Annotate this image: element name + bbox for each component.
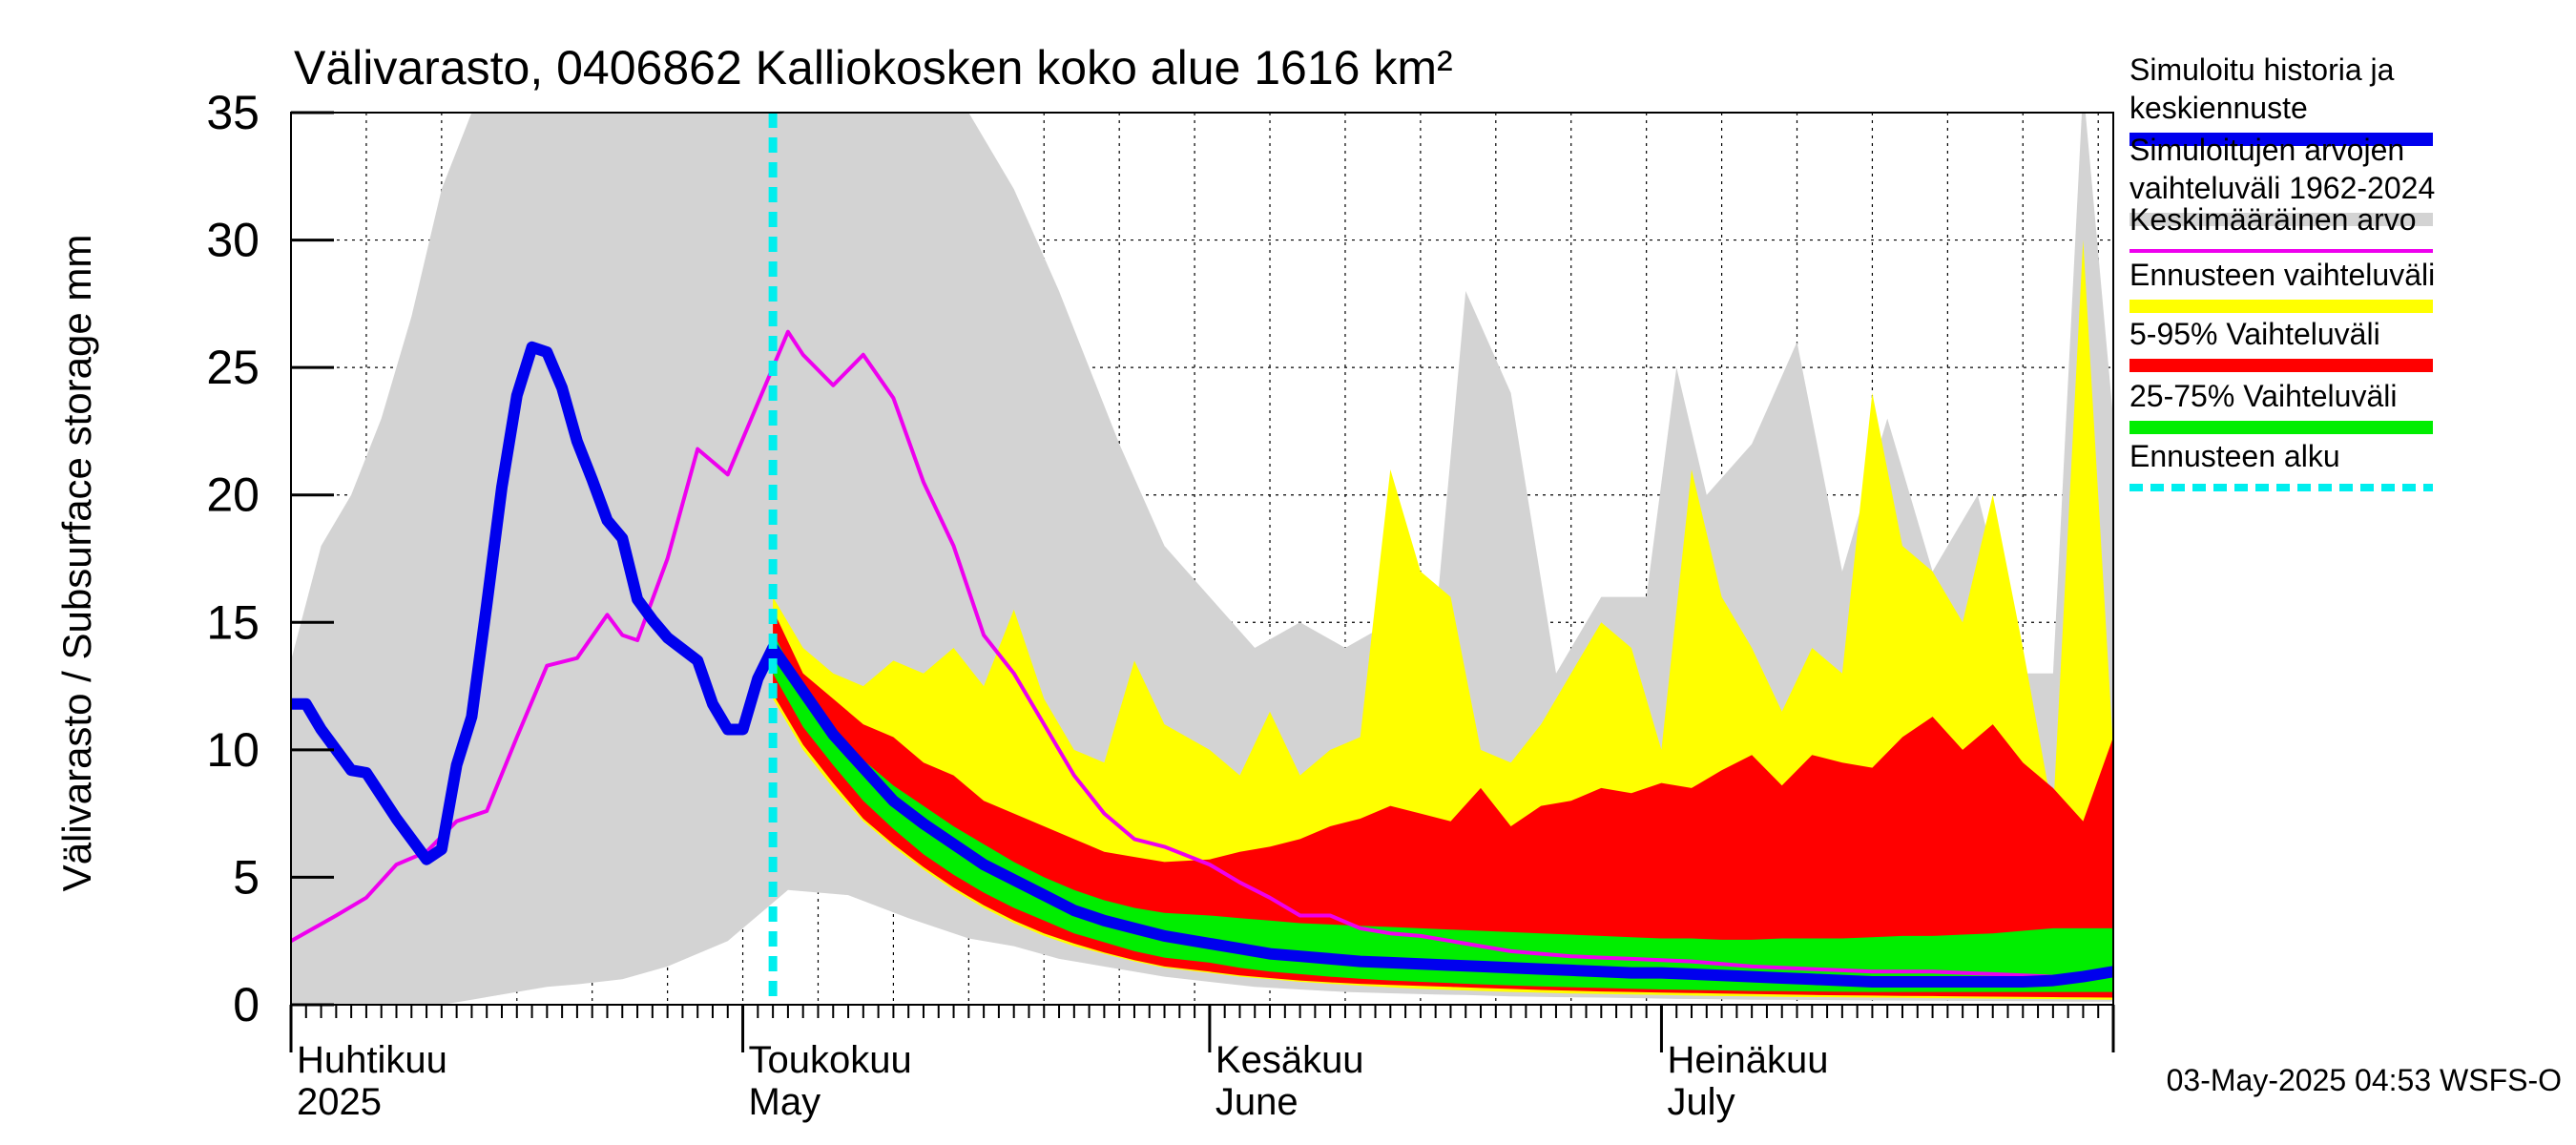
- chart-title: Välivarasto, 0406862 Kalliokosken koko a…: [294, 41, 1453, 94]
- simulated-forecast-line: [291, 341, 2113, 988]
- legend-label: Keskimääräinen arvo: [2129, 202, 2417, 237]
- y-tick-label: 35: [206, 86, 260, 139]
- legend-label: Ennusteen alku: [2129, 439, 2340, 473]
- y-axis-label: Välivarasto / Subsurface storage mm: [54, 235, 99, 892]
- p5-95-band: [773, 609, 2113, 998]
- mean-line: [291, 329, 2113, 979]
- x-month-label: Huhtikuu: [297, 1039, 447, 1081]
- legend-label: Simuloitu historia ja: [2129, 52, 2395, 87]
- y-tick-label: 10: [206, 723, 260, 777]
- y-tick-label: 25: [206, 341, 260, 394]
- y-tick-label: 20: [206, 468, 260, 522]
- x-month-label: Kesäkuu: [1215, 1039, 1364, 1081]
- legend: Simuloitu historia ja keskiennuste Simuloi…: [2129, 52, 2435, 491]
- x-month-sublabel: June: [1215, 1081, 1298, 1123]
- timestamp-footer: 03-May-2025 04:53 WSFS-O: [2167, 1063, 2562, 1097]
- data-areas: [291, 113, 2113, 1005]
- x-month-sublabel: May: [749, 1081, 821, 1123]
- y-axis: 0 5 10 15 20 25 30 35: [206, 86, 334, 1031]
- x-month-sublabel: 2025: [297, 1081, 382, 1123]
- x-month-label: Toukokuu: [749, 1039, 912, 1081]
- p25-75-band: [773, 633, 2113, 992]
- legend-label: keskiennuste: [2129, 91, 2308, 125]
- x-month-label: Heinäkuu: [1667, 1039, 1828, 1081]
- legend-label: Simuloitujen arvojen: [2129, 133, 2404, 167]
- y-tick-label: 15: [206, 595, 260, 649]
- legend-label: 5-95% Vaihteluväli: [2129, 317, 2380, 351]
- x-month-sublabel: July: [1667, 1081, 1735, 1123]
- legend-label: vaihteluväli 1962-2024: [2129, 171, 2435, 205]
- y-tick-label: 0: [233, 978, 260, 1031]
- y-tick-label: 5: [233, 850, 260, 904]
- legend-label: 25-75% Vaihteluväli: [2129, 379, 2397, 413]
- y-tick-label: 30: [206, 214, 260, 267]
- data-lines: [291, 113, 2113, 1005]
- legend-label: Ennusteen vaihteluväli: [2129, 258, 2435, 292]
- plot-frame: [290, 112, 2114, 1006]
